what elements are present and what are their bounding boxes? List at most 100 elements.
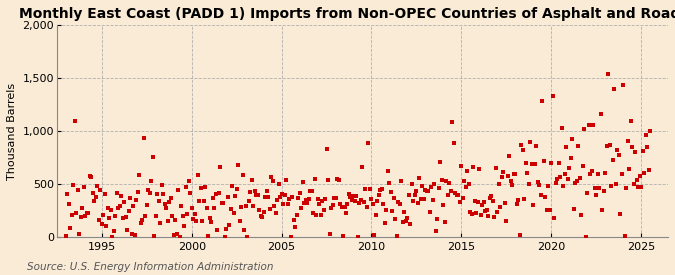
Point (325, 206, 336, 210)
Point (541, 208, 552, 212)
Point (345, 195, 356, 199)
Point (300, 198, 311, 202)
Point (215, 165, 225, 169)
Point (157, 183, 167, 188)
Point (452, 193, 462, 197)
Point (489, 215, 500, 220)
Point (189, 212, 200, 216)
Point (358, 200, 369, 204)
Point (501, 219, 512, 223)
Point (146, 179, 157, 183)
Point (357, 165, 368, 169)
Point (261, 189, 272, 193)
Point (639, 170, 649, 175)
Point (116, 194, 127, 199)
Point (423, 189, 434, 193)
Point (459, 179, 470, 183)
Point (526, 161, 537, 166)
Point (567, 136, 578, 141)
Point (613, 153, 624, 157)
Point (66, 213, 77, 218)
Point (642, 145, 653, 149)
Point (414, 176, 425, 181)
Y-axis label: Thousand Barrels: Thousand Barrels (7, 82, 17, 180)
Point (228, 211, 239, 215)
Point (320, 197, 331, 201)
Point (314, 202, 325, 206)
Point (438, 203, 449, 208)
Point (394, 202, 405, 206)
Point (448, 141, 459, 145)
Point (576, 213, 587, 217)
Point (266, 174, 277, 179)
Point (152, 192, 163, 196)
Point (618, 83, 628, 88)
Point (137, 218, 148, 222)
Point (264, 207, 275, 211)
Point (442, 192, 453, 197)
Point (71, 211, 82, 215)
Point (525, 140, 536, 144)
Point (279, 193, 290, 197)
Point (465, 210, 476, 214)
Point (477, 203, 488, 207)
Point (472, 200, 483, 204)
Point (128, 204, 138, 208)
Point (637, 149, 648, 154)
Point (610, 182, 621, 186)
Point (609, 86, 620, 91)
Point (352, 235, 363, 240)
Point (429, 182, 440, 186)
Point (410, 193, 421, 197)
Point (396, 179, 407, 183)
Point (86, 174, 97, 179)
Point (348, 194, 359, 199)
Point (65, 226, 76, 230)
Point (458, 196, 468, 200)
Point (107, 235, 117, 240)
Point (182, 211, 192, 216)
Title: Monthly East Coast (PADD 1) Imports from Non-OPEC Countries of Asphalt and Road : Monthly East Coast (PADD 1) Imports from… (19, 7, 675, 21)
Point (366, 197, 377, 201)
Point (290, 225, 300, 229)
Point (76, 214, 86, 219)
Point (551, 177, 562, 181)
Point (205, 216, 215, 221)
Point (194, 199, 205, 204)
Point (287, 195, 298, 199)
Point (405, 222, 416, 226)
Point (588, 123, 599, 127)
Point (631, 178, 642, 182)
Point (267, 178, 278, 183)
Point (598, 189, 609, 193)
Point (573, 144, 584, 149)
Point (502, 174, 513, 178)
Point (144, 191, 155, 195)
Point (570, 180, 580, 185)
Point (519, 197, 530, 202)
Point (338, 234, 348, 238)
Point (249, 189, 260, 193)
Point (103, 206, 113, 211)
Point (167, 214, 178, 218)
Point (89, 199, 100, 204)
Point (255, 213, 266, 218)
Point (402, 216, 413, 220)
Point (431, 229, 441, 233)
Point (277, 202, 288, 206)
Point (331, 177, 342, 182)
Point (351, 194, 362, 199)
Point (61, 234, 72, 239)
Point (276, 191, 287, 196)
Point (517, 148, 528, 153)
Point (155, 221, 165, 226)
Point (165, 196, 176, 200)
Point (433, 186, 444, 190)
Point (360, 187, 371, 191)
Point (508, 171, 519, 176)
Point (369, 232, 380, 237)
Point (342, 202, 353, 207)
Point (621, 185, 632, 190)
Point (250, 193, 261, 197)
Point (384, 181, 395, 186)
